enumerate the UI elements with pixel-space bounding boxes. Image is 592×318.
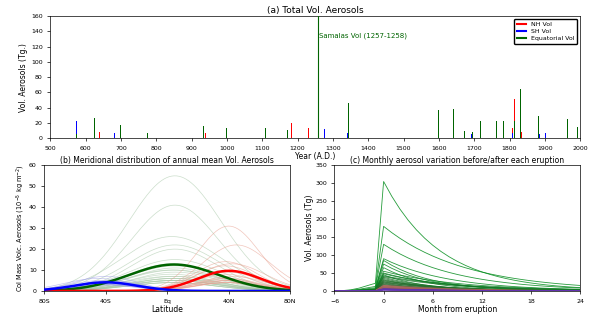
Y-axis label: Vol. Aerosols (Tg): Vol. Aerosols (Tg) <box>305 195 314 261</box>
Text: Samalas Vol (1257-1258): Samalas Vol (1257-1258) <box>319 33 407 39</box>
X-axis label: Latitude: Latitude <box>152 305 183 314</box>
Bar <box>503 127 504 138</box>
Bar <box>538 116 539 138</box>
Bar <box>291 123 292 138</box>
Title: (b) Meridional distribution of annual mean Vol. Aerosols: (b) Meridional distribution of annual me… <box>60 156 274 165</box>
Legend: NH Vol, SH Vol, Equatorial Vol: NH Vol, SH Vol, Equatorial Vol <box>514 19 577 44</box>
Bar <box>265 135 266 138</box>
Bar <box>464 131 465 138</box>
Bar <box>347 133 348 138</box>
Y-axis label: Col Mass Volc. Aerosols (10$^{-5}$ kg m$^{-2}$): Col Mass Volc. Aerosols (10$^{-5}$ kg m$… <box>15 164 27 292</box>
Bar <box>453 132 454 138</box>
Bar <box>520 89 521 138</box>
Bar <box>114 133 115 138</box>
Bar <box>514 99 515 138</box>
Bar <box>265 128 266 138</box>
Bar <box>76 121 77 138</box>
Bar <box>324 129 325 138</box>
Bar <box>545 133 546 138</box>
Bar <box>173 131 175 138</box>
Bar <box>348 135 349 138</box>
Bar <box>503 121 504 138</box>
X-axis label: Month from eruption: Month from eruption <box>418 305 497 314</box>
Bar <box>514 121 515 138</box>
Bar <box>453 109 454 138</box>
X-axis label: Year (A.D.): Year (A.D.) <box>295 152 336 161</box>
Bar <box>539 134 540 138</box>
Y-axis label: Vol. Aerosols (Tg.): Vol. Aerosols (Tg.) <box>19 43 28 112</box>
Bar <box>512 133 513 138</box>
Bar <box>472 132 473 138</box>
Bar <box>147 133 148 138</box>
Title: (a) Total Vol. Aerosols: (a) Total Vol. Aerosols <box>267 6 363 15</box>
Bar <box>496 134 497 138</box>
Bar <box>538 135 539 138</box>
Bar <box>496 121 497 138</box>
Bar <box>287 130 288 138</box>
Bar <box>205 133 206 138</box>
Bar <box>567 135 568 138</box>
Title: (c) Monthly aerosol variation before/after each eruption: (c) Monthly aerosol variation before/aft… <box>350 156 564 165</box>
Bar <box>120 125 121 138</box>
Bar <box>94 118 95 138</box>
Bar <box>512 128 513 138</box>
Bar <box>520 118 521 138</box>
Bar <box>348 103 349 138</box>
Bar <box>567 119 568 138</box>
Bar <box>203 126 204 138</box>
Bar <box>327 131 329 138</box>
Bar <box>99 132 100 138</box>
Bar <box>76 134 77 138</box>
Bar <box>327 109 329 138</box>
Bar <box>471 134 472 138</box>
Bar <box>577 127 578 138</box>
